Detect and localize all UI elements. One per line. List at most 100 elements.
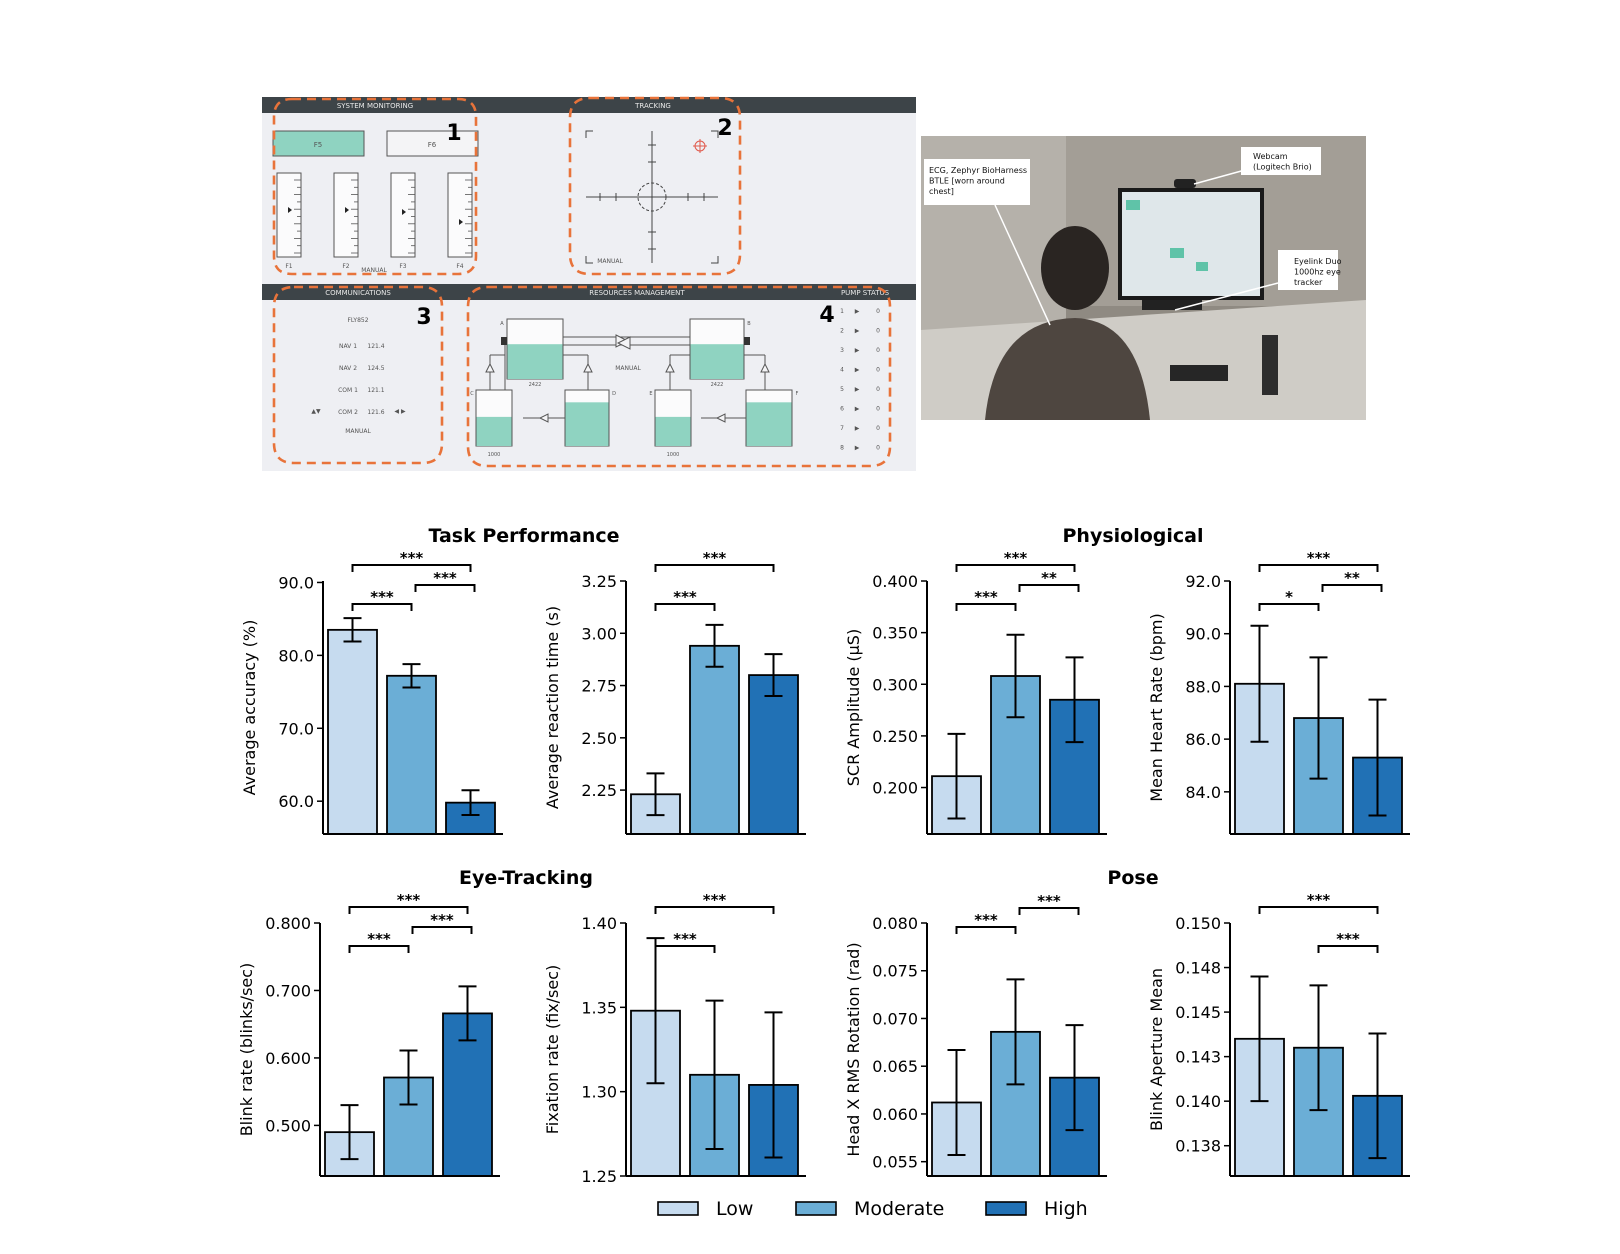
comms-row-label: COM 2 [338,409,358,416]
y-tick-label: 1.30 [581,1083,617,1102]
photo-screen-widget [1126,200,1140,210]
y-tick-label: 0.300 [872,675,918,694]
y-tick-label: 60.0 [278,792,314,811]
pump-arrow-icon: ▶ [855,367,860,374]
gauge-marker-icon [402,209,406,215]
significance-bracket [1018,907,1080,915]
tank-fluid [655,416,691,446]
pump-value: 0 [876,328,880,335]
y-tick-label: 0.055 [872,1153,918,1172]
y-tick-label: 1.40 [581,914,617,933]
callout-eyelink-box [1278,250,1338,290]
significance-bracket [654,945,716,953]
pump-arrow-icon: ▶ [855,386,860,393]
comms-rows: NAV 1 121.4 NAV 2 124.5 COM 1 121.1 COM 2 121.6 [338,343,385,416]
y-tick-label: 0.800 [265,914,311,933]
pump-value: 0 [876,386,880,393]
pump-number: 6 [840,406,844,413]
y-tick-label: 0.138 [1175,1137,1221,1156]
significance-stars: *** [370,588,394,606]
y-axis-label: Average reaction time (s) [543,606,562,809]
tank-label: A [500,321,504,327]
y-tick-label: 84.0 [1185,783,1221,802]
y-tick-label: 90.0 [278,573,314,592]
middle-header-bar [262,284,916,300]
pump-value: 0 [876,347,880,354]
pump-value: 0 [876,406,880,413]
photo-participant-body [985,318,1150,420]
header-system-monitoring: SYSTEM MONITORING [337,102,413,110]
header-tracking: TRACKING [634,102,671,110]
y-axis-label: Blink rate (blinks/sec) [237,963,256,1137]
comms-row-value: 121.4 [367,343,384,350]
y-tick-label: 0.143 [1175,1048,1221,1067]
significance-bracket [1258,564,1379,572]
tank-fluid [507,344,563,379]
gauge-label: F1 [285,263,292,270]
pump-number: 2 [840,328,844,335]
tracking-mode: MANUAL [597,258,623,265]
comms-tune-icon[interactable]: ◀ ▶ [394,408,406,415]
chart: 1.40 1.35 1.30 1.25 Fixation rate (fix/sec) *… [543,891,806,1186]
header-communications: COMMUNICATIONS [325,289,391,297]
pump-arrow-icon: ▶ [855,445,860,452]
callout-line: ECG, Zephyr BioHarness [929,166,1027,175]
y-tick-label: 1.35 [581,998,617,1017]
significance-stars: *** [974,911,998,929]
callout-line: Webcam [1253,152,1288,161]
pump-number: 4 [840,367,844,374]
chart: 90.0 80.0 70.0 60.0 Average accuracy (%) *** *… [240,549,503,835]
y-tick-label: 0.150 [1175,914,1221,933]
y-tick-label: 0.700 [265,981,311,1000]
top-header-bar [262,97,916,113]
significance-bracket [348,945,410,953]
callout-line: Eyelink Duo [1294,257,1342,266]
y-tick-label: 0.140 [1175,1092,1221,1111]
significance-bracket [1321,584,1383,592]
callout-ecg-box [924,159,1030,205]
pump-number: 3 [840,347,844,354]
y-tick-label: 0.070 [872,1009,918,1028]
region-3-outline [272,285,444,465]
significance-stars: *** [673,930,697,948]
resman-pump-icons[interactable] [485,334,770,423]
y-tick-label: 3.00 [581,624,617,643]
f6-button[interactable] [386,130,479,157]
group-title-task-performance: Task Performance [428,525,619,547]
significance-bracket [1258,906,1379,914]
y-tick-label: 2.75 [581,677,617,696]
resman-tanks: A 2422 B 2422 C 1000 D E 1000 F [470,318,799,458]
significance-bracket [1258,603,1320,611]
significance-stars: ** [1041,569,1057,587]
y-axis-label: Mean Heart Rate (bpm) [1147,613,1166,801]
y-tick-label: 86.0 [1185,730,1221,749]
comms-arrows-icon[interactable]: ▲▼ [311,408,321,415]
significance-stars: *** [1336,930,1360,948]
comms-row-value: 121.1 [367,387,384,394]
y-axis-label: Fixation rate (fix/sec) [543,965,562,1134]
sysmon-mode: MANUAL [361,267,387,274]
gauge-scale[interactable] [276,172,302,258]
y-tick-label: 70.0 [278,719,314,738]
tank-label: C [470,391,474,397]
photo-webcam [1174,179,1196,188]
gauges: F1 F2 F3 F4 [276,172,473,270]
f5-button[interactable] [272,130,365,157]
y-tick-label: 0.350 [872,624,918,643]
chart: 3.25 3.00 2.75 2.50 2.25 Average reaction tim… [543,549,806,835]
gauge-scale[interactable] [333,172,359,258]
legend-swatch [657,1201,699,1216]
tank-label: D [612,391,616,397]
significance-bracket [351,564,472,572]
gauge-scale[interactable] [390,172,416,258]
gauge-scale[interactable] [447,172,473,258]
significance-bracket [351,603,413,611]
y-tick-label: 0.200 [872,779,918,798]
significance-bracket [654,564,775,572]
bar [386,674,437,835]
legend-swatch [985,1201,1027,1216]
y-axis-label: SCR Amplitude (µS) [844,629,863,786]
tank-fluid [565,402,609,446]
significance-bracket [654,906,775,914]
